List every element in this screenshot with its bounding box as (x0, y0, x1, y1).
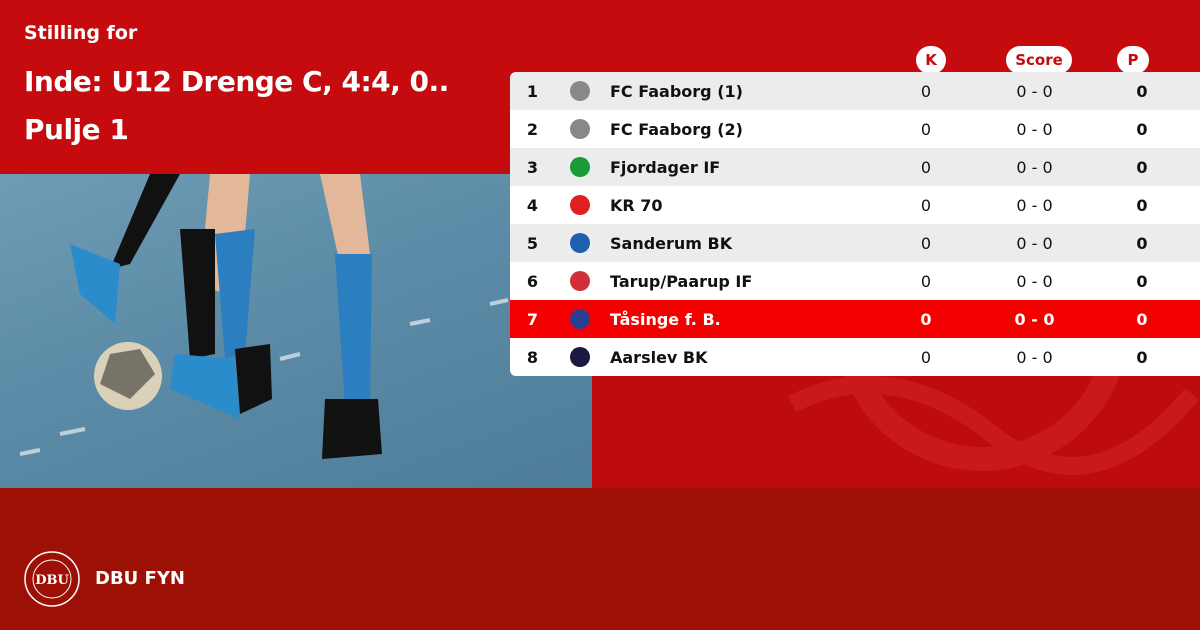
table-row[interactable]: 6 Tarup/Paarup IF 0 0 - 0 0 (510, 262, 1200, 300)
footer-band (0, 488, 1200, 630)
points: 0 (1136, 309, 1148, 329)
page-title: Inde: U12 Drenge C, 4:4, 0.. Pulje 1 (24, 58, 504, 154)
table-row[interactable]: 7 Tåsinge f. B. 0 0 - 0 0 (510, 300, 1200, 338)
matches-played: 0 (920, 271, 932, 291)
goal-score: 0 - 0 (1016, 195, 1053, 215)
futsal-photo (0, 174, 592, 488)
points: 0 (1136, 271, 1148, 291)
title-line-1: Inde: U12 Drenge C, 4:4, 0.. (24, 65, 449, 98)
position: 1 (526, 81, 539, 101)
team-name[interactable]: Fjordager IF (610, 157, 721, 177)
team-crest-icon (555, 309, 605, 329)
position: 2 (526, 119, 539, 139)
table-row[interactable]: 1 FC Faaborg (1) 0 0 - 0 0 (510, 72, 1200, 110)
position: 3 (526, 157, 539, 177)
goal-score: 0 - 0 (1016, 157, 1053, 177)
goal-score: 0 - 0 (1016, 119, 1053, 139)
matches-played: 0 (920, 233, 932, 253)
matches-played: 0 (920, 81, 932, 101)
column-header-k[interactable]: K (916, 46, 946, 74)
goal-score: 0 - 0 (1016, 347, 1053, 367)
matches-played: 0 (920, 195, 932, 215)
matches-played: 0 (920, 157, 932, 177)
matches-played: 0 (920, 119, 932, 139)
goal-score: 0 - 0 (1016, 81, 1053, 101)
points: 0 (1136, 195, 1148, 215)
team-name[interactable]: FC Faaborg (1) (610, 81, 743, 101)
position: 8 (526, 347, 539, 367)
points: 0 (1136, 157, 1148, 177)
team-crest-icon (555, 157, 605, 177)
matches-played: 0 (920, 347, 932, 367)
team-crest-icon (555, 347, 605, 367)
subtitle: Stilling for (24, 22, 138, 44)
position: 7 (526, 309, 539, 329)
team-name[interactable]: Aarslev BK (610, 347, 708, 367)
points: 0 (1136, 233, 1148, 253)
matches-played: 0 (920, 309, 932, 329)
goal-score: 0 - 0 (1014, 309, 1055, 329)
team-crest-icon (555, 119, 605, 139)
table-row[interactable]: 3 Fjordager IF 0 0 - 0 0 (510, 148, 1200, 186)
position: 4 (526, 195, 539, 215)
table-row[interactable]: 4 KR 70 0 0 - 0 0 (510, 186, 1200, 224)
table-row[interactable]: 5 Sanderum BK 0 0 - 0 0 (510, 224, 1200, 262)
position: 5 (526, 233, 539, 253)
svg-text:DBU: DBU (35, 573, 69, 588)
column-header-p[interactable]: P (1117, 46, 1149, 74)
points: 0 (1136, 81, 1148, 101)
table-row[interactable]: 8 Aarslev BK 0 0 - 0 0 (510, 338, 1200, 376)
title-line-2: Pulje 1 (24, 113, 129, 146)
team-name[interactable]: KR 70 (610, 195, 663, 215)
table-row[interactable]: 2 FC Faaborg (2) 0 0 - 0 0 (510, 110, 1200, 148)
dbu-logo: DBU (24, 551, 80, 607)
goal-score: 0 - 0 (1016, 233, 1053, 253)
points: 0 (1136, 347, 1148, 367)
column-header-score[interactable]: Score (1006, 46, 1072, 74)
team-name[interactable]: Tarup/Paarup IF (610, 271, 753, 291)
team-crest-icon (555, 81, 605, 101)
team-name[interactable]: Sanderum BK (610, 233, 733, 253)
points: 0 (1136, 119, 1148, 139)
team-crest-icon (555, 195, 605, 215)
team-crest-icon (555, 233, 605, 253)
team-name[interactable]: FC Faaborg (2) (610, 119, 743, 139)
position: 6 (526, 271, 539, 291)
goal-score: 0 - 0 (1016, 271, 1053, 291)
team-crest-icon (555, 271, 605, 291)
team-name[interactable]: Tåsinge f. B. (610, 309, 721, 329)
brand-name: DBU FYN (95, 568, 185, 589)
